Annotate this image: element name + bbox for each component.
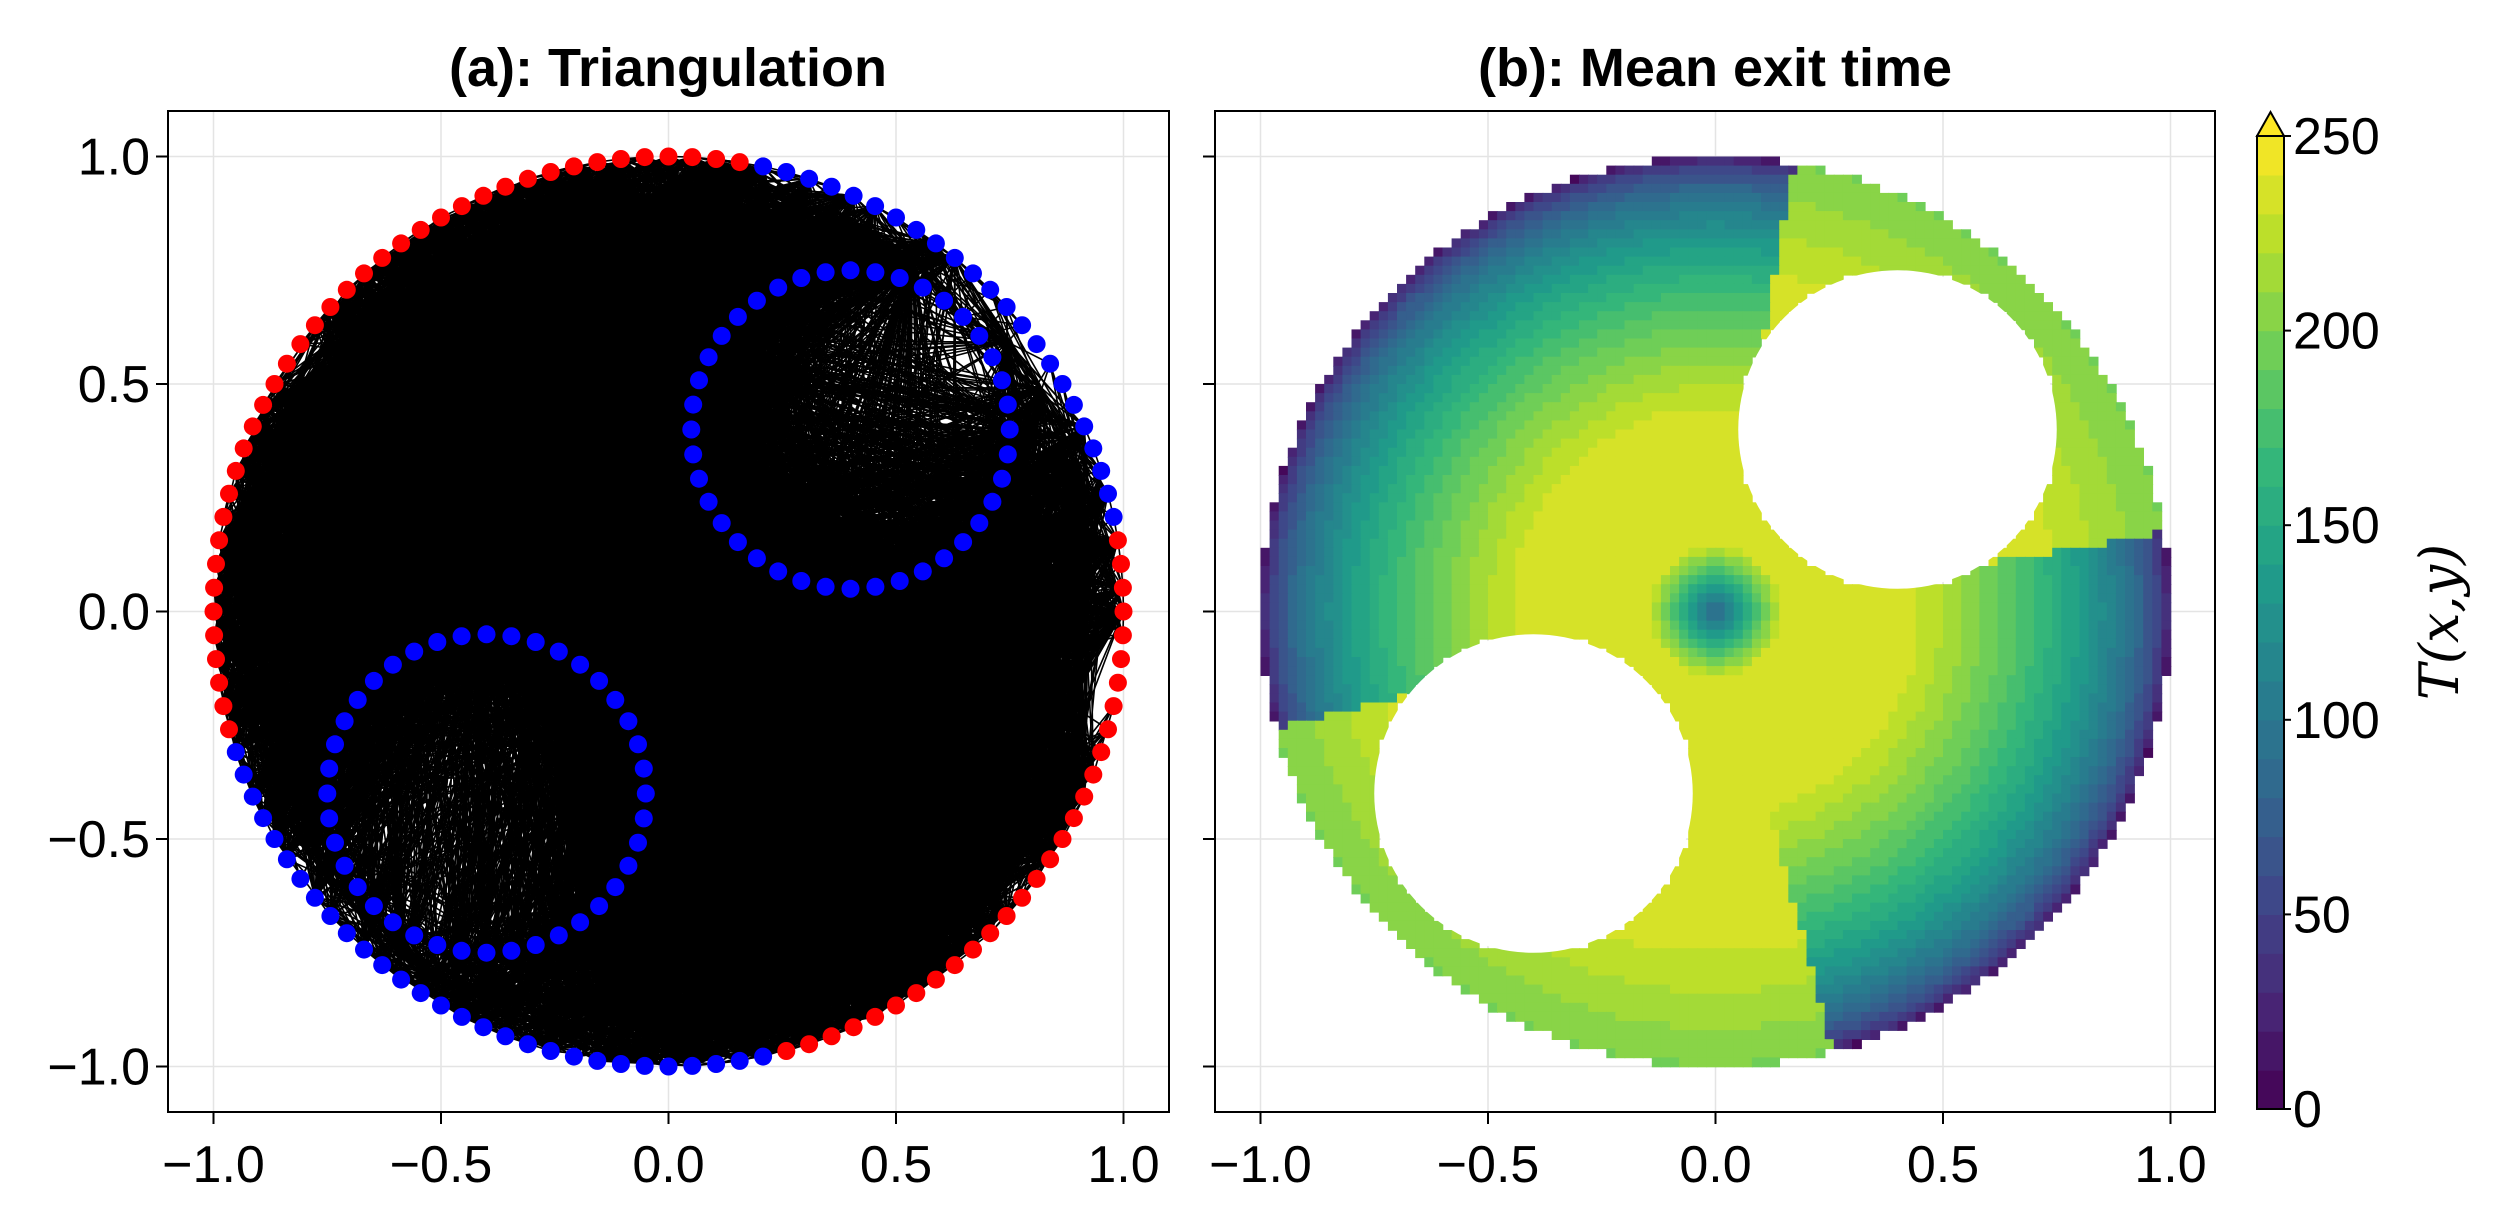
mesh-edge [274, 346, 324, 385]
mesh-edge [1041, 387, 1085, 427]
mesh-edge [739, 1043, 810, 1062]
mesh-edges [212, 155, 1125, 1068]
panel-a-plot [204, 147, 1133, 1076]
mesh-edge [1092, 705, 1115, 775]
triangulation-panel: (a): Triangulation −1.0 −0.5 0.0 0.5 1.0… [47, 38, 1170, 1194]
mesh-edge [218, 470, 237, 541]
panel-a-title: (a): Triangulation [449, 38, 887, 98]
